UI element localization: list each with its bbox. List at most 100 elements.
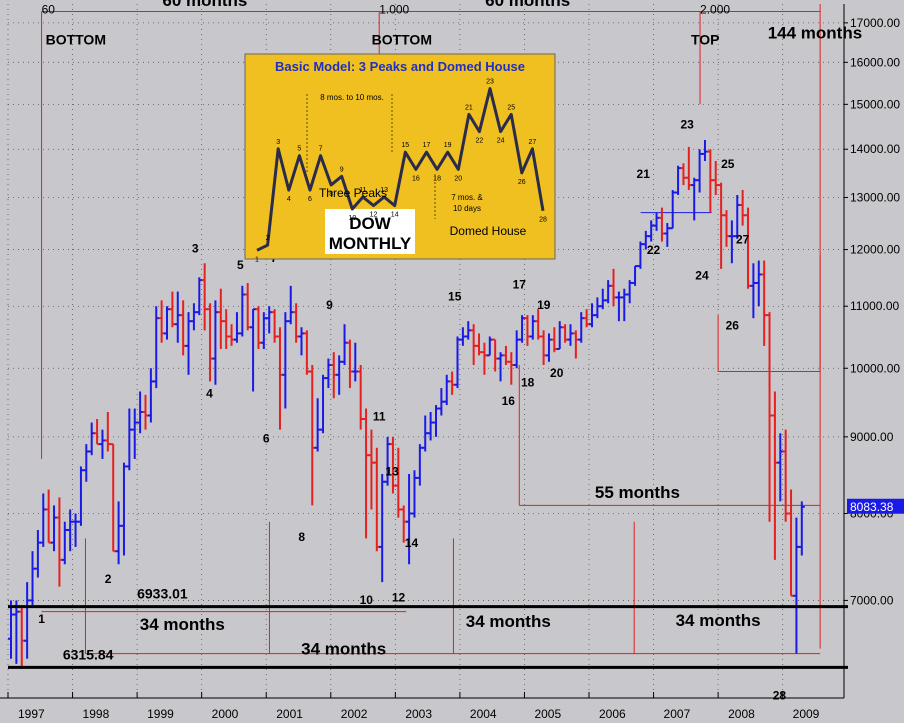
inset-gap-note: 7 mos. & [451, 193, 483, 202]
x-tick-label: 2005 [534, 707, 561, 721]
inset-heading-box [325, 209, 415, 254]
inset-point-label: 27 [529, 139, 537, 146]
swing-label: 28 [773, 689, 787, 703]
swing-label: 16 [502, 394, 516, 408]
x-tick-label: 2004 [470, 707, 497, 721]
inset-point-label: 19 [444, 142, 452, 149]
cycle-marker-label: 2.000 [700, 2, 730, 16]
swing-label: 5 [237, 258, 244, 272]
inset-model-panel: Basic Model: 3 Peaks and Domed House DOWM… [244, 53, 556, 263]
support-lines-layer [8, 605, 848, 669]
inset-point-label: 5 [297, 146, 301, 153]
swing-label: 17 [513, 278, 527, 292]
inset-point-label: 3 [276, 139, 280, 146]
swing-label: 19 [537, 298, 551, 312]
cycle-event-label: BOTTOM [46, 31, 106, 47]
inset-three-peaks-label: Three Peaks [319, 186, 387, 200]
inset-heading-line: DOW [349, 214, 392, 233]
x-tick-label: 2009 [793, 707, 820, 721]
inset-point-label: 25 [507, 104, 515, 111]
inset-point-label: 7 [319, 146, 323, 153]
x-tick-label: 1998 [83, 707, 110, 721]
swing-label: 15 [448, 289, 462, 303]
inset-point-label: 1 [255, 256, 259, 263]
time-cycle-label: 34 months [301, 640, 386, 659]
inset-note: 8 mos. to 10 mos. [320, 93, 384, 102]
inset-point-label: 6 [308, 196, 312, 203]
x-tick-label: 2001 [276, 707, 303, 721]
x-tick-label: 1997 [18, 707, 45, 721]
inset-point-label: 23 [486, 79, 494, 86]
inset-point-label: 15 [401, 142, 409, 149]
swing-label: 12 [392, 590, 406, 604]
time-cycle-label: 55 months [595, 483, 680, 502]
inset-point-label: 2 [266, 235, 270, 242]
y-tick-label: 12000.00 [850, 243, 900, 257]
y-tick-label: 16000.00 [850, 55, 900, 69]
inset-point-label: 8 [329, 191, 333, 198]
y-tick-label: 7000.00 [850, 593, 894, 607]
inset-point-label: 26 [518, 179, 526, 186]
y-tick-label: 14000.00 [850, 142, 900, 156]
inset-domed-house-label: Domed House [450, 224, 527, 238]
swing-label: 13 [385, 465, 399, 479]
inset-point-label: 12 [370, 212, 378, 219]
time-cycle-label: 60 months [162, 0, 247, 10]
y-tick-label: 10000.00 [850, 361, 900, 375]
swing-label: 4 [206, 387, 213, 401]
x-tick-label: 2000 [212, 707, 239, 721]
inset-point-label: 13 [380, 187, 388, 194]
time-cycle-label: 34 months [676, 611, 761, 630]
cycle-marker-label: 60 [42, 2, 56, 16]
y-tick-label: 17000.00 [850, 16, 900, 30]
swing-label: 20 [550, 366, 564, 380]
y-tick-label: 15000.00 [850, 97, 900, 111]
inset-point-label: 16 [412, 175, 420, 182]
inset-model-line [256, 87, 545, 252]
cycle-event-label: BOTTOM [372, 31, 432, 47]
inset-point-label: 22 [476, 138, 484, 145]
x-tick-label: 2007 [664, 707, 691, 721]
inset-gap-note: 10 days [453, 204, 481, 213]
swing-label: 27 [736, 233, 750, 247]
swing-label: 9 [326, 298, 333, 312]
swing-label: 25 [721, 157, 735, 171]
x-tick-label: 2002 [341, 707, 368, 721]
time-cycle-label: 34 months [466, 612, 551, 631]
inset-point-label: 17 [423, 142, 431, 149]
swing-label: 11 [373, 409, 386, 423]
y-tick-label: 13000.00 [850, 190, 900, 204]
x-tick-label: 2006 [599, 707, 626, 721]
last-price-label: 8083.38 [850, 500, 894, 514]
x-tick-label: 2008 [728, 707, 755, 721]
swing-label: 6 [263, 432, 270, 446]
inset-point-label: 9 [340, 166, 344, 173]
swing-label: 1 [38, 612, 45, 626]
cycle-marker-label: 1.000 [379, 2, 409, 16]
swing-label: 24 [695, 269, 709, 283]
swing-label: 26 [726, 319, 740, 333]
annotation-labels-layer: 6933.016315.8412345678910111213141516171… [38, 0, 862, 703]
swing-label: 22 [647, 243, 661, 257]
inset-point-label: 10 [348, 215, 356, 222]
swing-label: 23 [680, 118, 694, 132]
ohlc-bars-layer [8, 140, 805, 670]
inset-point-label: 20 [454, 175, 462, 182]
y-tick-label: 9000.00 [850, 430, 894, 444]
inset-point-label: 18 [433, 175, 441, 182]
time-cycle-label: 34 months [140, 615, 225, 634]
y-tick-label: 11000.00 [850, 299, 899, 313]
inset-point-label: 28 [539, 217, 547, 224]
time-cycle-label: 60 months [485, 0, 570, 10]
last-price-tag [847, 498, 904, 514]
x-tick-label: 2003 [405, 707, 432, 721]
swing-label: 18 [521, 376, 535, 390]
inset-title: Basic Model: 3 Peaks and Domed House [275, 59, 525, 74]
inset-point-label: 11 [359, 187, 366, 194]
inset-point-label: 24 [497, 138, 505, 145]
support-level-label: 6315.84 [63, 646, 114, 662]
cycle-guides-layer [41, 4, 821, 655]
swing-label: 14 [405, 536, 419, 550]
